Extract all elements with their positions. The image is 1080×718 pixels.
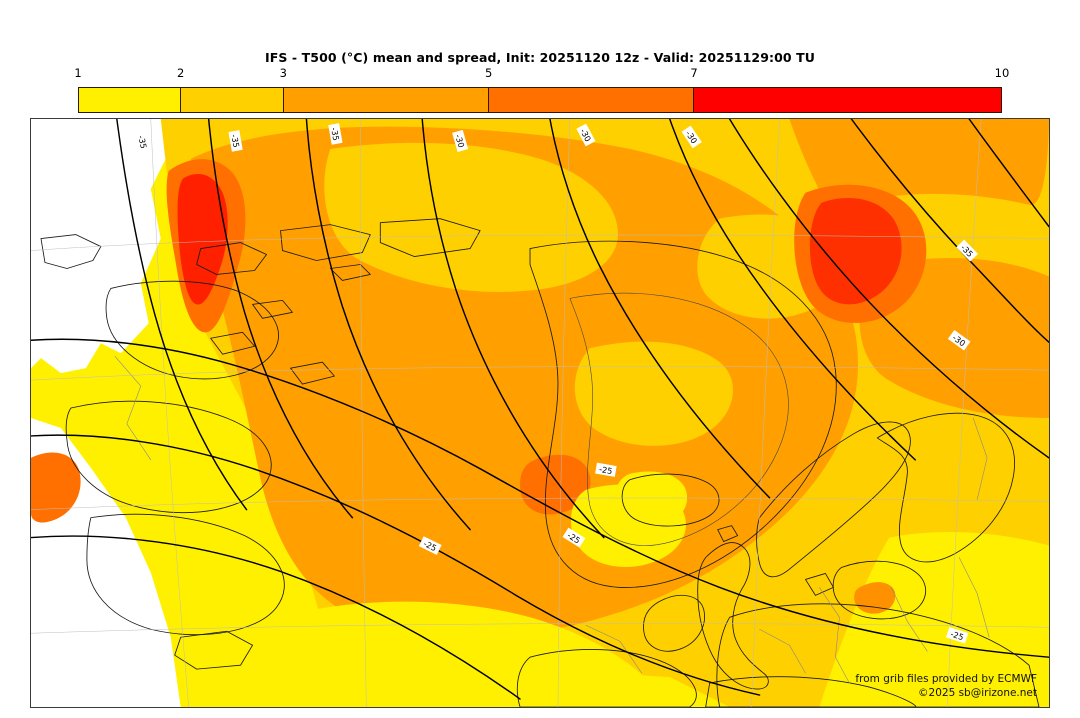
colorbar-tick-2: 2	[176, 66, 185, 80]
spread-band-5-7-west-mid	[31, 452, 81, 523]
coast-iceland	[621, 473, 720, 527]
colorbar-tick-1: 1	[74, 66, 82, 80]
page-title: IFS - T500 (°C) mean and spread, Init: 2…	[264, 50, 816, 65]
contour-label: -35	[135, 131, 151, 153]
coast-arctic-small-1	[329, 264, 371, 281]
contour-label-text: -25	[598, 464, 613, 476]
coast-hudson-north	[65, 400, 272, 514]
colorbar-segment-3-5[interactable]	[283, 88, 489, 112]
weather-map[interactable]: -35 -35 -35 -30 -30	[31, 119, 1049, 707]
colorbar[interactable]	[78, 87, 1002, 113]
contour-line-2	[207, 119, 354, 519]
coast-arctic-small-3	[210, 331, 255, 355]
contour-label-text: -35	[229, 134, 241, 149]
coast-greenland-inner	[569, 292, 789, 546]
spread-band-7-10-northeast	[809, 197, 902, 305]
contour-line-1	[116, 119, 248, 511]
colorbar-segment-5-7[interactable]	[488, 88, 694, 112]
coast-europe-north	[716, 603, 1040, 707]
contour-line-3	[305, 119, 471, 531]
colorbar-tick-3: 3	[279, 66, 287, 80]
spread-inner-amber-2	[574, 341, 733, 446]
coast-arctic-islands-2	[280, 224, 371, 261]
contour-label: -25	[595, 462, 617, 477]
coast-mediterranean	[705, 676, 917, 707]
spread-band-5-7-center	[520, 454, 591, 515]
contour-label-text: -30	[453, 133, 466, 149]
coast-arctic-small-4	[290, 361, 335, 385]
coast-scotland-isles	[717, 525, 739, 542]
contour-label: -30	[452, 129, 469, 153]
coast-norway	[756, 421, 911, 578]
colorbar-segment-7-10[interactable]	[693, 88, 1001, 112]
contour-label: -25	[418, 536, 442, 555]
colorbar-tick-10: 10	[994, 66, 1010, 80]
coast-ireland	[643, 594, 705, 652]
contour-line-12	[968, 119, 1049, 228]
contour-line-5	[549, 119, 771, 499]
contour-line-9	[31, 535, 521, 700]
contour-line-7	[31, 338, 1049, 658]
colorbar-segment-1-2[interactable]	[79, 88, 182, 112]
colorbar-tick-labels: 1 2 3 5 7 10	[74, 66, 1009, 84]
coast-greenland	[529, 240, 837, 588]
colorbar-container: 1 2 3 5 7 10	[74, 66, 1009, 113]
spread-blob-europe-1	[757, 567, 815, 612]
contour-line-10	[728, 119, 1049, 459]
contour-line-6	[669, 119, 916, 461]
coast-newfoundland	[174, 630, 253, 670]
coast-sweden-finland	[876, 412, 1015, 563]
coast-great-britain	[697, 542, 769, 690]
coast-arctic-islands-1	[196, 242, 267, 275]
coastline-layer	[40, 218, 1040, 707]
spread-south-yellow	[230, 601, 670, 707]
coast-labrador	[86, 513, 285, 636]
colorbar-tick-7: 7	[690, 66, 698, 80]
spread-band-7-10-west	[177, 173, 228, 305]
coast-arctic-small-2	[252, 299, 293, 319]
coast-iberia	[516, 649, 697, 707]
spread-inner-amber-1	[324, 142, 618, 292]
coast-arctic-islands-3	[379, 218, 481, 257]
contour-label-text: -35	[136, 134, 149, 149]
contour-label: -35	[328, 123, 343, 145]
coast-denmark	[805, 573, 834, 596]
colorbar-segment-2-3[interactable]	[181, 88, 284, 112]
coast-canada-arctic	[40, 234, 102, 269]
map-panel[interactable]: -35 -35 -35 -30 -30	[30, 118, 1050, 708]
contour-line-8	[31, 434, 761, 696]
contour-label: -25	[945, 626, 969, 644]
contour-label-text: -35	[329, 127, 341, 142]
contour-layer	[31, 119, 1049, 700]
coast-baffin	[105, 280, 279, 380]
colorbar-tick-5: 5	[484, 66, 493, 80]
spread-inner-yellow-mid	[613, 471, 688, 529]
contour-label: -35	[228, 130, 243, 152]
contour-label: -30	[576, 123, 596, 147]
contour-line-4	[421, 119, 605, 539]
spread-shading-layer	[31, 119, 1049, 707]
contour-label-text: -25	[949, 629, 965, 643]
